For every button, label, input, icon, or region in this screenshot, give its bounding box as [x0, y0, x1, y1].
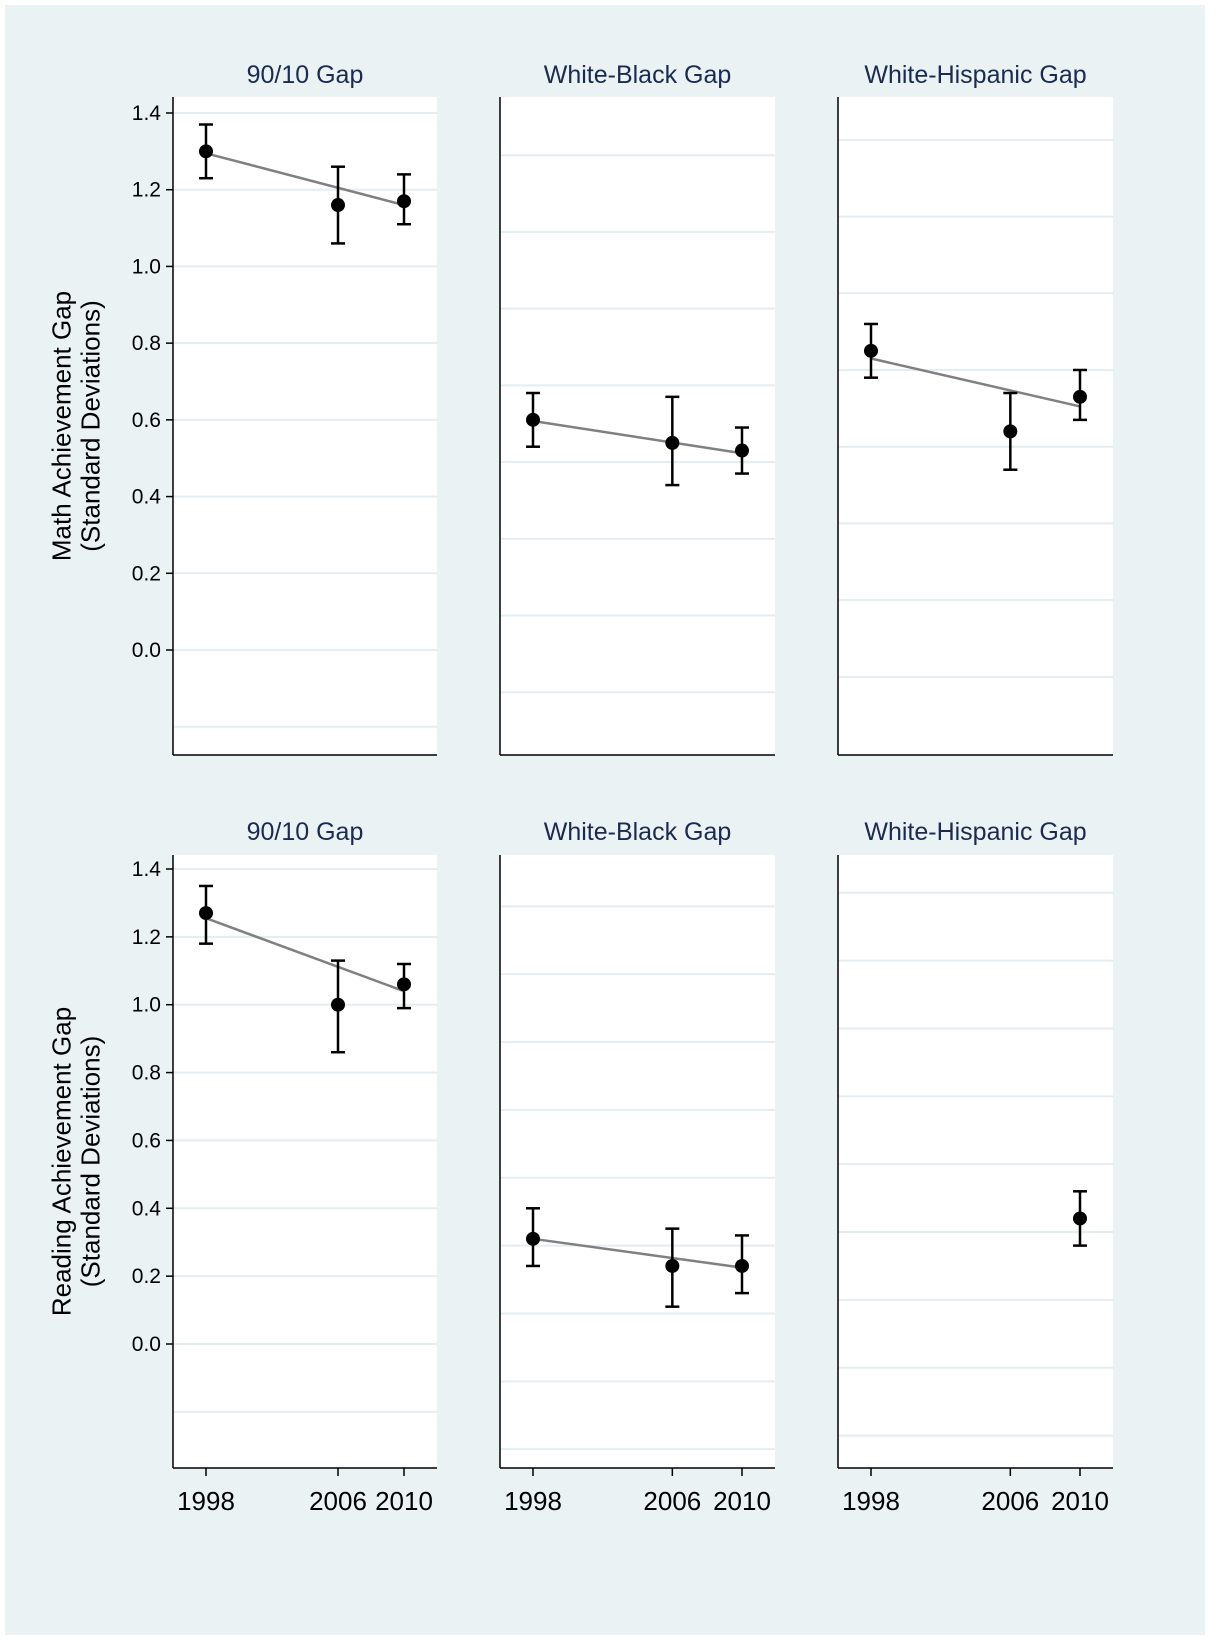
y-tick-label: 1.4 [132, 858, 162, 881]
chart-svg: Math Achievement Gap(Standard Deviations… [5, 5, 1205, 1635]
y-tick-label: 0.4 [132, 486, 162, 509]
panel-1-1: White-Black Gap 1998 2006 2010 [500, 818, 775, 1516]
y-axis-label: Math Achievement Gap(Standard Deviations… [47, 291, 106, 561]
y-tick-label: 1.0 [132, 994, 161, 1017]
y-tick-label: 0.6 [132, 1129, 161, 1152]
data-point [397, 977, 411, 991]
plot-region [173, 97, 437, 755]
plot-region [500, 855, 775, 1468]
data-point [735, 444, 749, 458]
x-tick-label: 1998 [842, 1486, 900, 1516]
x-tick-label: 1998 [177, 1486, 235, 1516]
plot-region [173, 855, 437, 1468]
y-tick-label: 1.2 [132, 926, 161, 949]
panel-0-0: 0.0 0.2 0.4 0.6 0.8 1.0 1.2 1.4 90/10 Gap [132, 61, 437, 755]
y-tick-label: 0.0 [132, 639, 161, 662]
panel-title: White-Hispanic Gap [864, 61, 1086, 89]
panel-title: White-Black Gap [544, 61, 732, 89]
panel-title: White-Hispanic Gap [864, 818, 1086, 846]
data-point [864, 344, 878, 358]
data-point [665, 1259, 679, 1273]
panel-title: 90/10 Gap [247, 818, 364, 846]
chart-figure: Math Achievement Gap(Standard Deviations… [5, 5, 1205, 1635]
y-axis-label-line: (Standard Deviations) [75, 300, 105, 551]
data-point [1003, 424, 1017, 438]
plot-region [838, 855, 1113, 1468]
x-tick-label: 2006 [309, 1486, 367, 1516]
panel-0-2: White-Hispanic Gap [838, 61, 1113, 755]
x-tick-label: 2006 [981, 1486, 1039, 1516]
data-point [1073, 390, 1087, 404]
plot-region [838, 97, 1113, 755]
x-tick-label: 2010 [713, 1486, 771, 1516]
data-point [397, 194, 411, 208]
y-tick-label: 0.2 [132, 1265, 161, 1288]
y-tick-label: 1.2 [132, 179, 161, 202]
panel-title: 90/10 Gap [247, 61, 364, 89]
x-tick-label: 2010 [1051, 1486, 1109, 1516]
panel-1-0: 0.0 0.2 0.4 0.6 0.8 1.0 1.2 1.4 90/10 Gap 1998 200… [132, 818, 437, 1516]
data-point [526, 413, 540, 427]
x-tick-label: 1998 [504, 1486, 562, 1516]
y-axis-label: Reading Achievement Gap(Standard Deviati… [47, 1007, 106, 1316]
y-tick-label: 0.2 [132, 562, 161, 585]
data-point [665, 436, 679, 450]
y-tick-label: 1.0 [132, 255, 161, 278]
data-point [526, 1232, 540, 1246]
y-tick-label: 0.0 [132, 1333, 161, 1356]
panel-title: White-Black Gap [544, 818, 732, 846]
data-point [1073, 1211, 1087, 1225]
x-tick-label: 2006 [643, 1486, 701, 1516]
y-tick-label: 0.8 [132, 1062, 161, 1085]
y-tick-label: 1.4 [132, 102, 162, 125]
data-point [199, 906, 213, 920]
y-axis-label-line: (Standard Deviations) [75, 1036, 105, 1287]
plot-region [500, 97, 775, 755]
data-point [331, 998, 345, 1012]
y-tick-label: 0.4 [132, 1197, 162, 1220]
panel-1-2: White-Hispanic Gap 1998 2006 2010 [838, 818, 1113, 1516]
y-axis-label-line: Math Achievement Gap [47, 291, 77, 561]
panel-0-1: White-Black Gap [500, 61, 775, 755]
y-tick-label: 0.6 [132, 409, 161, 432]
y-tick-label: 0.8 [132, 332, 161, 355]
data-point [331, 198, 345, 212]
x-tick-label: 2010 [375, 1486, 433, 1516]
data-point [735, 1259, 749, 1273]
y-axis-label-line: Reading Achievement Gap [47, 1007, 77, 1316]
data-point [199, 144, 213, 158]
